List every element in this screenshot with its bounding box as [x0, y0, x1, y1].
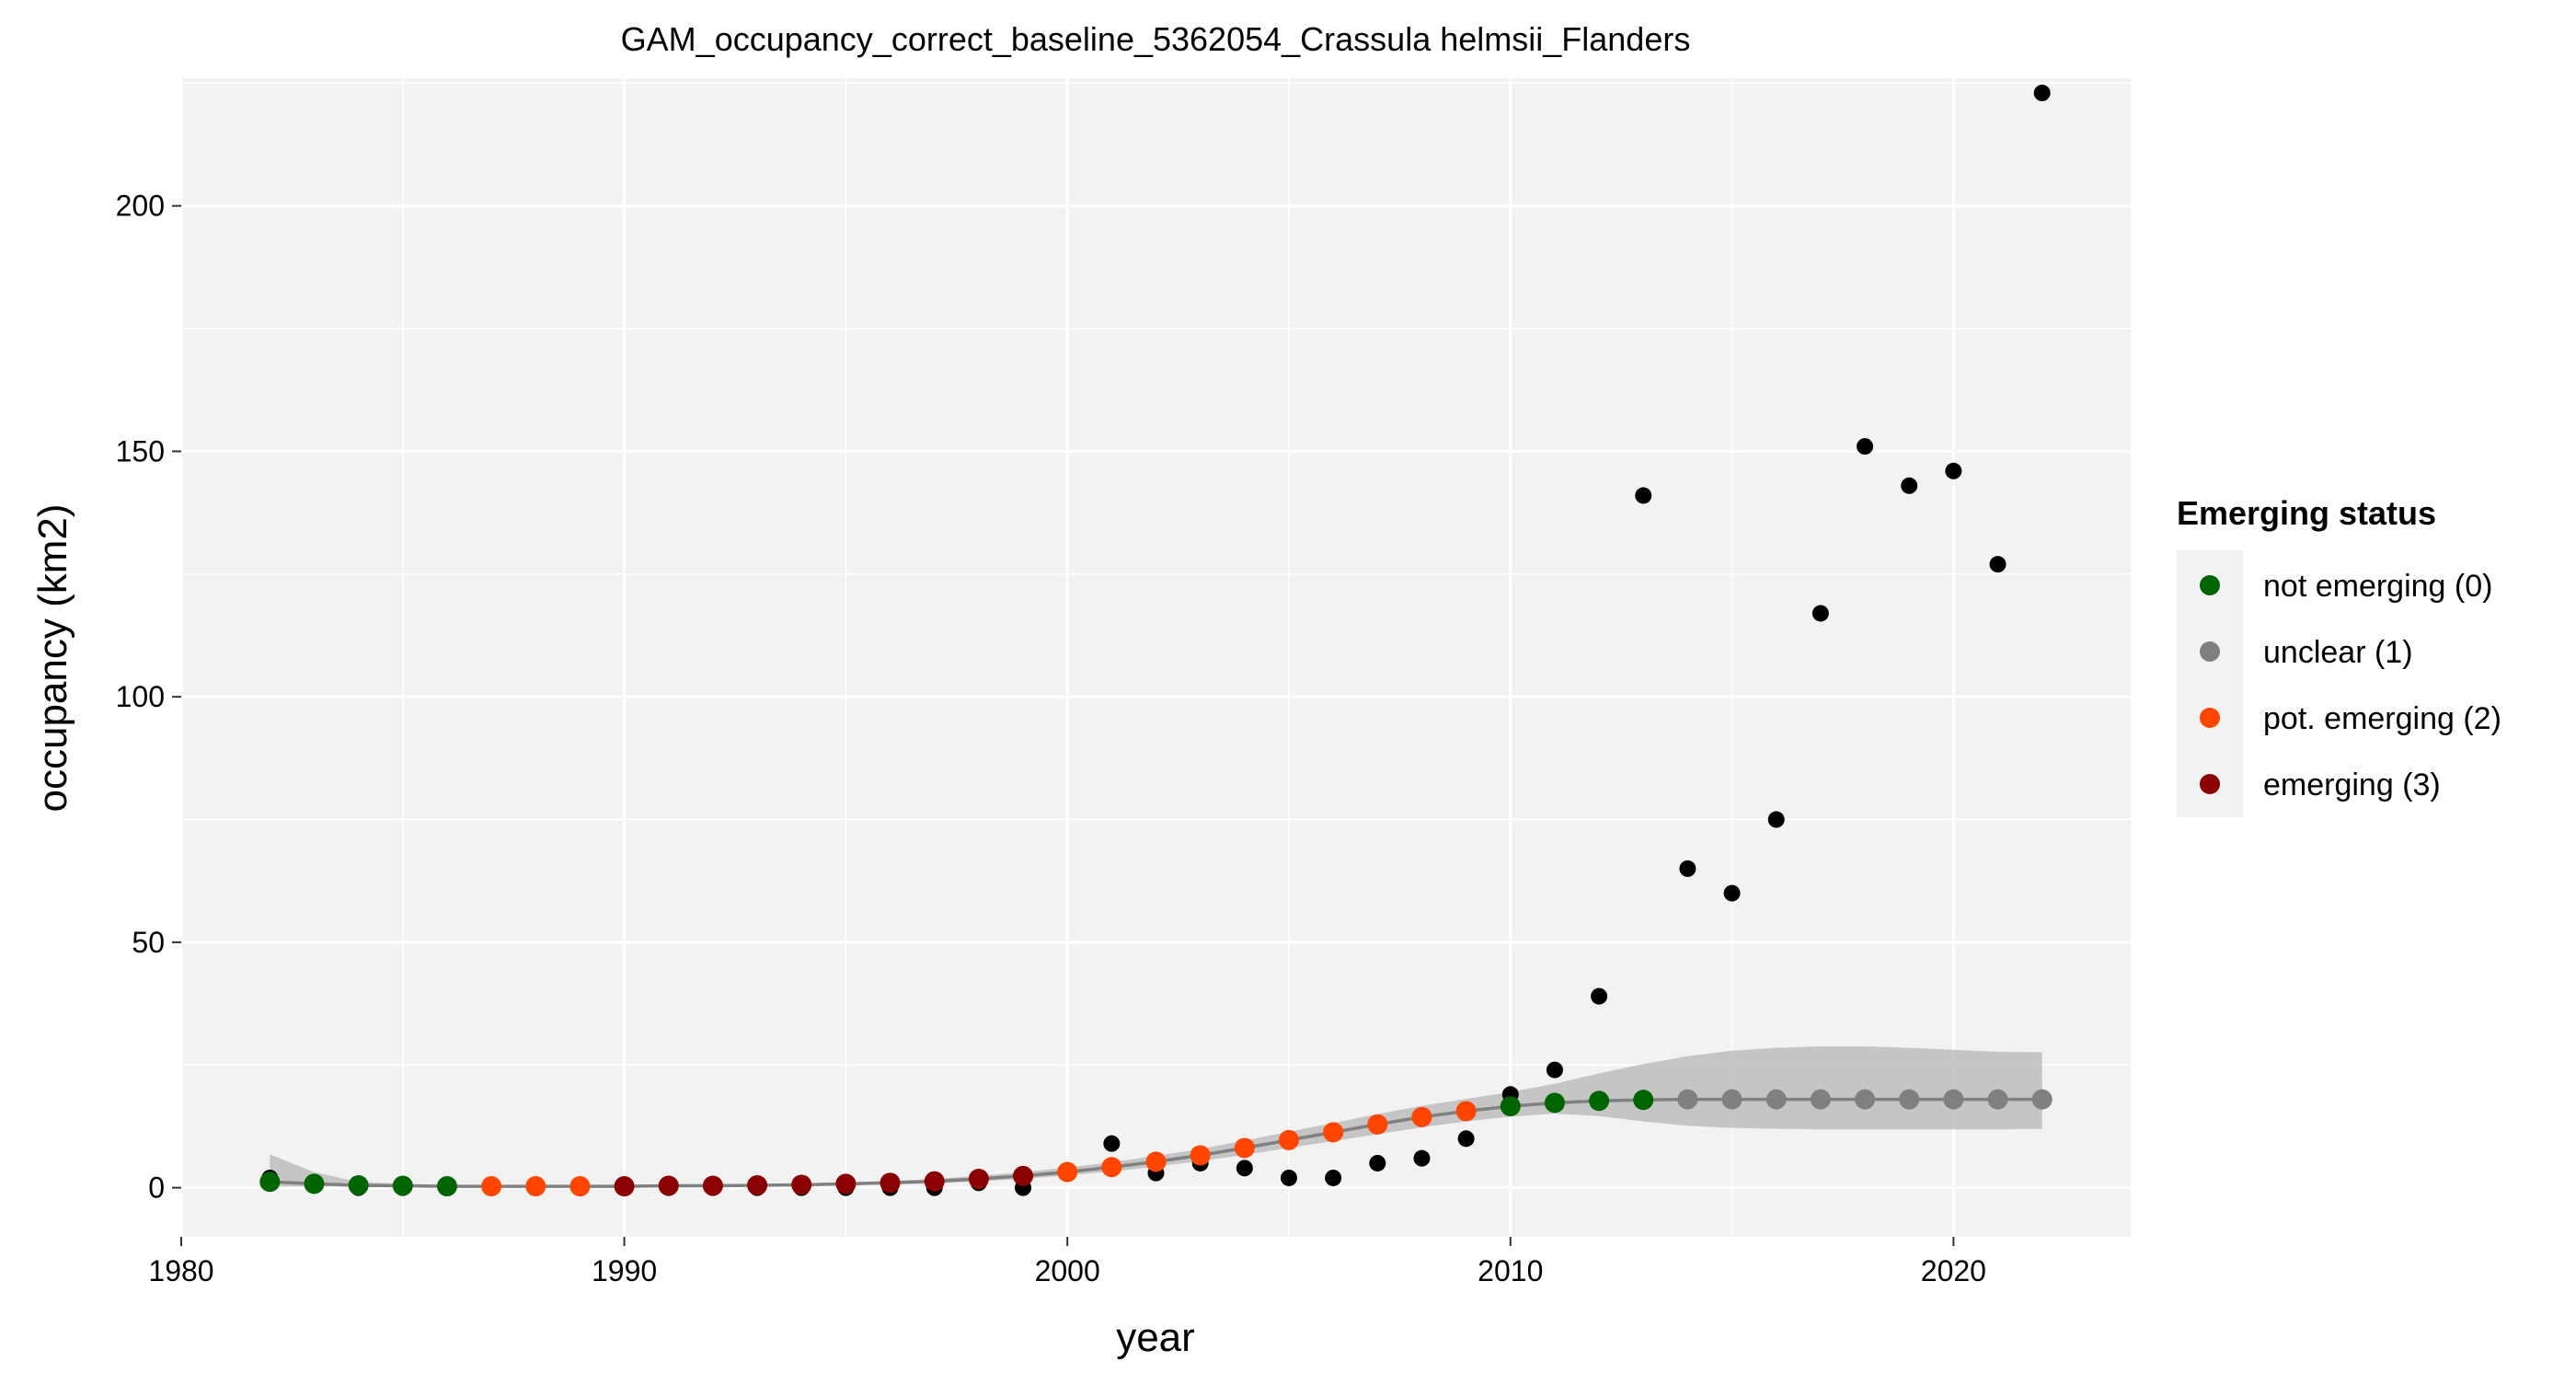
- observed-point: [1457, 1130, 1475, 1148]
- status-point: [1899, 1089, 1920, 1110]
- observed-point: [1413, 1149, 1431, 1167]
- legend-title: Emerging status: [2177, 494, 2436, 532]
- observed-point: [1901, 477, 1918, 494]
- status-point: [1987, 1089, 2008, 1110]
- status-point: [1323, 1122, 1344, 1143]
- status-point: [1057, 1161, 1078, 1183]
- observed-point: [1679, 860, 1696, 877]
- observed-point: [1723, 884, 1741, 902]
- observed-point: [1236, 1160, 1253, 1177]
- legend-key: [2200, 774, 2220, 794]
- observed-point: [1635, 487, 1652, 504]
- x-axis-label: year: [1116, 1315, 1195, 1360]
- observed-point: [1546, 1061, 1563, 1079]
- legend: Emerging status not emerging (0) unclear …: [2177, 494, 2501, 817]
- status-point: [436, 1176, 457, 1197]
- status-point: [569, 1176, 591, 1197]
- status-point: [1500, 1096, 1521, 1117]
- status-point: [1677, 1089, 1698, 1110]
- x-tick-label: 1990: [592, 1254, 657, 1287]
- status-point: [259, 1171, 281, 1193]
- status-point: [348, 1174, 369, 1195]
- observed-point: [1369, 1154, 1386, 1171]
- x-tick-label: 2010: [1478, 1254, 1543, 1287]
- major-gridlines: [179, 78, 2131, 1237]
- status-point: [1633, 1090, 1654, 1111]
- observed-point: [2033, 85, 2051, 102]
- minor-gridlines: [181, 78, 2131, 1237]
- status-point: [1943, 1089, 1964, 1110]
- confidence-ribbon-layer: [270, 1046, 2042, 1188]
- y-axis-label: occupancy (km2): [30, 503, 75, 812]
- legend-key: [2200, 575, 2220, 595]
- status-point: [392, 1175, 413, 1196]
- x-tick-label: 2020: [1921, 1254, 1986, 1287]
- observed-point: [1989, 556, 2007, 573]
- status-point: [1278, 1129, 1299, 1150]
- status-point: [702, 1175, 723, 1196]
- status-point: [1101, 1157, 1122, 1178]
- status-point: [1190, 1145, 1211, 1166]
- x-tick-label: 1980: [148, 1254, 213, 1287]
- observed-point: [1280, 1169, 1297, 1186]
- y-tick-label: 100: [116, 680, 165, 713]
- status-point: [968, 1169, 989, 1190]
- status-point: [1411, 1106, 1432, 1127]
- status-point: [924, 1171, 945, 1192]
- status-point: [1589, 1091, 1610, 1112]
- status-point: [481, 1176, 502, 1197]
- x-tick-label: 2000: [1035, 1254, 1100, 1287]
- observed-point: [1945, 462, 1962, 479]
- observed-point: [1591, 987, 1608, 1005]
- y-tick-label: 150: [116, 434, 165, 467]
- status-point: [1145, 1151, 1167, 1172]
- status-point: [1234, 1137, 1255, 1159]
- plot-panel: [181, 78, 2131, 1237]
- status-point: [2031, 1089, 2053, 1110]
- y-tick-label: 0: [148, 1171, 165, 1205]
- status-point: [1013, 1165, 1034, 1186]
- legend-items: not emerging (0) unclear (1) pot. emerging…: [2200, 569, 2501, 802]
- legend-label: unclear (1): [2263, 635, 2413, 670]
- status-point: [1367, 1114, 1388, 1135]
- y-tick-label: 200: [116, 190, 165, 223]
- status-point: [1810, 1089, 1831, 1110]
- legend-key: [2200, 641, 2220, 662]
- status-point: [1765, 1089, 1787, 1110]
- status-point: [791, 1174, 812, 1195]
- observed-point: [1767, 811, 1785, 828]
- status-point: [1455, 1101, 1477, 1122]
- y-tick-label: 50: [132, 926, 165, 959]
- legend-label: pot. emerging (2): [2263, 701, 2501, 736]
- status-point: [614, 1176, 635, 1197]
- observed-point: [1325, 1169, 1342, 1186]
- status-point: [835, 1173, 857, 1195]
- status-point: [1544, 1092, 1565, 1114]
- status-point: [525, 1176, 546, 1197]
- observed-point: [1857, 438, 1874, 456]
- legend-label: not emerging (0): [2263, 569, 2492, 604]
- status-point: [304, 1173, 325, 1195]
- status-point: [1721, 1089, 1742, 1110]
- chart-title: GAM_occupancy_correct_baseline_5362054_C…: [621, 20, 1691, 58]
- status-point: [747, 1174, 768, 1195]
- status-points-layer: [259, 1089, 2053, 1197]
- status-point: [880, 1172, 901, 1194]
- legend-key: [2200, 708, 2220, 728]
- axes-layer: 1980 1990 2000 2010 2020 0 50 100 150 200: [116, 190, 1986, 1287]
- confidence-ribbon: [270, 1046, 2042, 1188]
- status-point: [658, 1175, 679, 1196]
- status-point: [1855, 1089, 1876, 1110]
- legend-label: emerging (3): [2263, 768, 2441, 802]
- observed-point: [1103, 1135, 1121, 1152]
- observed-point: [1811, 605, 1829, 622]
